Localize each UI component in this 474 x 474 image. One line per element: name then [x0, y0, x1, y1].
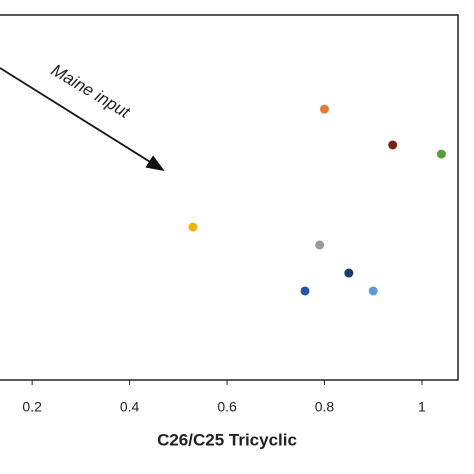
- x-axis-title: C26/C25 Tricyclic: [157, 430, 297, 449]
- annotation: Maine input: [48, 60, 134, 122]
- x-tick-label: 1: [418, 399, 426, 415]
- point: [367, 285, 379, 297]
- x-tick-label: 0.2: [22, 399, 42, 415]
- point: [299, 285, 311, 297]
- x-tick-label: 0.6: [217, 399, 237, 415]
- x-tick-label: 0.4: [120, 399, 140, 415]
- x-tick-label: 0.8: [315, 399, 335, 415]
- point: [187, 221, 199, 233]
- plot-frame: [0, 14, 459, 381]
- point: [343, 267, 355, 279]
- point: [435, 148, 447, 160]
- point: [387, 139, 399, 151]
- point: [314, 239, 326, 251]
- point: [318, 103, 330, 115]
- annotation-arrow: [0, 67, 165, 171]
